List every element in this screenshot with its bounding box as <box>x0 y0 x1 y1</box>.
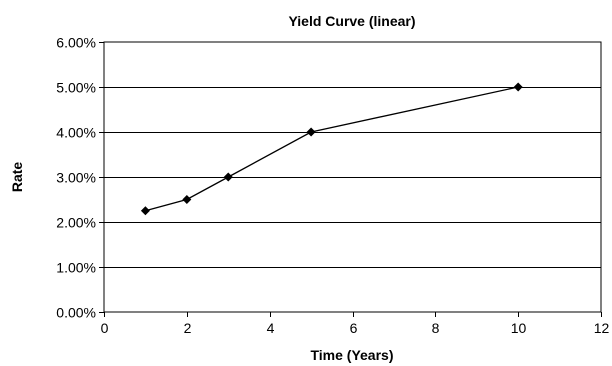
series-group <box>140 82 523 216</box>
y-tick-label: 4.00% <box>56 125 96 141</box>
x-tick-label: 8 <box>432 320 440 336</box>
x-tick-label: 2 <box>184 320 192 336</box>
y-tick-label: 0.00% <box>56 305 96 321</box>
y-tick-label: 3.00% <box>56 170 96 186</box>
gridlines <box>104 87 601 268</box>
data-point-marker <box>513 82 523 92</box>
x-tick-label: 10 <box>511 320 527 336</box>
y-tick-label: 6.00% <box>56 35 96 51</box>
y-tick-label: 5.00% <box>56 80 96 96</box>
x-tick-label: 0 <box>101 320 109 336</box>
series-line <box>145 86 519 212</box>
data-point-marker <box>140 206 150 216</box>
x-tick-label: 6 <box>350 320 358 336</box>
data-point-marker <box>182 195 192 204</box>
data-point-marker <box>223 172 233 182</box>
x-tick-label: 4 <box>267 320 275 336</box>
y-tick-label: 2.00% <box>56 215 96 231</box>
y-axis-ticks: 0.00% 1.00% 2.00% 3.00% 4.00% 5.00% 6.00% <box>56 35 104 321</box>
x-axis-ticks: 0 2 4 6 8 10 12 <box>101 312 610 336</box>
y-axis-label: Rate <box>9 162 25 193</box>
data-point-marker <box>306 127 316 137</box>
y-tick-label: 1.00% <box>56 260 96 276</box>
x-tick-label: 12 <box>594 320 610 336</box>
chart-title: Yield Curve (linear) <box>288 13 415 29</box>
x-axis-label: Time (Years) <box>310 347 393 363</box>
